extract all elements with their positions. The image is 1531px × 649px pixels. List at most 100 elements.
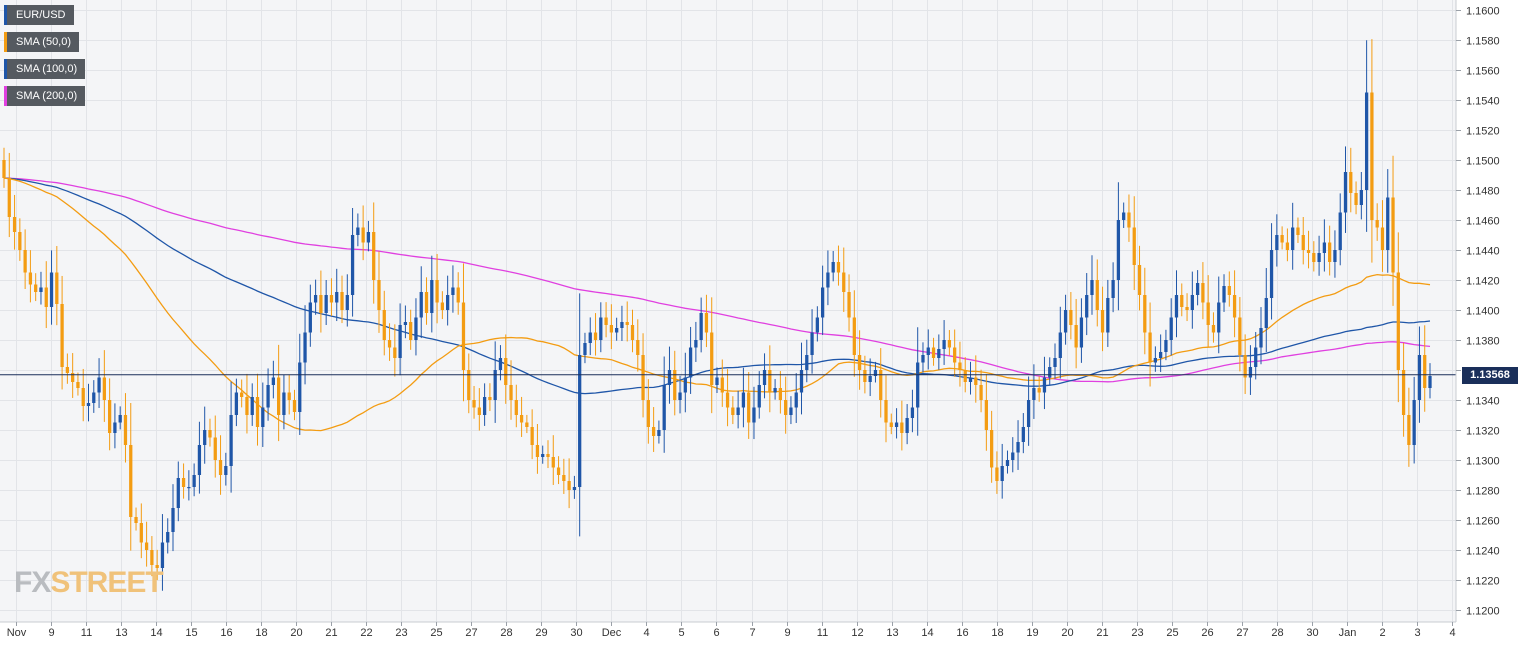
candle-down xyxy=(155,565,159,568)
candle-down xyxy=(218,460,223,475)
candle-down xyxy=(646,400,650,427)
candle-down xyxy=(65,367,70,373)
y-tick-label: 1.1320 xyxy=(1466,426,1500,438)
candle-down xyxy=(435,280,439,303)
candle-down xyxy=(329,295,334,303)
candle-up xyxy=(799,370,804,393)
y-tick-label: 1.1260 xyxy=(1466,516,1500,528)
candles xyxy=(2,39,1432,591)
candle-down xyxy=(530,427,534,445)
candle-up xyxy=(820,287,825,318)
x-tick-label: 28 xyxy=(500,627,512,639)
candle-up xyxy=(187,487,191,489)
candle-up xyxy=(92,392,96,403)
legend-item-sma50[interactable]: SMA (50,0) xyxy=(4,32,80,52)
candle-up xyxy=(1111,280,1115,298)
candle-down xyxy=(884,400,888,423)
candle-down xyxy=(556,467,561,475)
x-tick-label: 14 xyxy=(921,627,933,639)
candle-down xyxy=(1037,388,1041,393)
legend-item-sma200[interactable]: SMA (200,0) xyxy=(4,86,86,106)
candle-up xyxy=(176,478,180,508)
candle-up xyxy=(224,466,228,475)
candle-up xyxy=(229,415,233,466)
candle-up xyxy=(97,377,101,393)
candle-up xyxy=(1011,452,1015,460)
candle-down xyxy=(255,397,260,427)
legend-item-eurusd[interactable]: EUR/USD xyxy=(4,5,74,25)
y-tick-label: 1.1440 xyxy=(1466,246,1500,258)
candle-up xyxy=(266,385,270,408)
candle-down xyxy=(778,388,783,400)
candle-down xyxy=(1375,220,1379,228)
candle-down xyxy=(2,160,6,178)
candle-down xyxy=(377,280,381,310)
candle-up xyxy=(446,295,450,310)
candle-up xyxy=(894,422,899,427)
candle-down xyxy=(995,467,999,481)
candle-down xyxy=(567,481,571,490)
candle-down xyxy=(974,377,978,385)
y-tick-label: 1.1220 xyxy=(1466,576,1500,588)
candle-down xyxy=(81,388,85,406)
candle-up xyxy=(615,328,619,333)
candle-down xyxy=(609,325,614,333)
x-tick-label: 13 xyxy=(115,627,127,639)
candle-down xyxy=(625,322,629,325)
candle-down xyxy=(139,523,143,543)
candle-down xyxy=(989,430,994,468)
candle-down xyxy=(372,232,376,280)
candle-down xyxy=(641,355,645,400)
candle-up xyxy=(752,407,756,423)
candle-down xyxy=(488,397,492,400)
candle-up xyxy=(414,317,418,340)
x-tick-label: 21 xyxy=(325,627,337,639)
candle-up xyxy=(398,325,402,358)
y-tick-label: 1.1580 xyxy=(1466,36,1500,48)
candle-down xyxy=(393,347,397,358)
candle-up xyxy=(366,232,371,243)
y-tick-label: 1.1240 xyxy=(1466,546,1500,558)
candle-down xyxy=(546,454,550,457)
candle-down xyxy=(1232,295,1237,318)
candle-up xyxy=(482,397,487,415)
candle-down xyxy=(1201,283,1205,303)
legend-item-sma100[interactable]: SMA (100,0) xyxy=(4,59,86,79)
legend-swatch xyxy=(4,32,7,52)
candle-up xyxy=(356,227,360,235)
candle-down xyxy=(319,295,323,313)
candle-up xyxy=(493,370,497,400)
candle-up xyxy=(1063,310,1068,333)
candle-up xyxy=(345,295,349,310)
legend-swatch xyxy=(4,5,7,25)
candle-up xyxy=(113,422,117,433)
candle-up xyxy=(1042,377,1047,393)
y-tick-label: 1.1460 xyxy=(1466,216,1500,228)
candle-up xyxy=(1275,235,1279,250)
candle-down xyxy=(102,377,106,400)
candle-up xyxy=(1153,358,1158,363)
candle-up xyxy=(192,475,196,487)
candle-down xyxy=(519,415,524,423)
legend-swatch xyxy=(4,59,7,79)
candle-up xyxy=(1195,283,1200,295)
candle-up xyxy=(498,358,503,370)
candle-down xyxy=(467,370,471,400)
candle-down xyxy=(1285,242,1290,250)
candle-down xyxy=(984,400,988,430)
x-tick-label: Nov xyxy=(7,627,27,639)
candle-down xyxy=(477,407,481,415)
candle-up xyxy=(324,295,328,313)
candle-up xyxy=(203,430,207,445)
candle-up xyxy=(599,317,603,340)
fxstreet-watermark: FXSTREET xyxy=(14,566,164,600)
candle-up xyxy=(1333,250,1337,262)
candle-down xyxy=(1401,370,1406,415)
current-price-tag: 1.13568 xyxy=(1462,367,1518,384)
candle-up xyxy=(805,355,809,370)
x-tick-label: Dec xyxy=(602,627,622,639)
candle-up xyxy=(1217,302,1221,333)
candle-up xyxy=(1085,295,1089,318)
candle-down xyxy=(240,392,244,397)
